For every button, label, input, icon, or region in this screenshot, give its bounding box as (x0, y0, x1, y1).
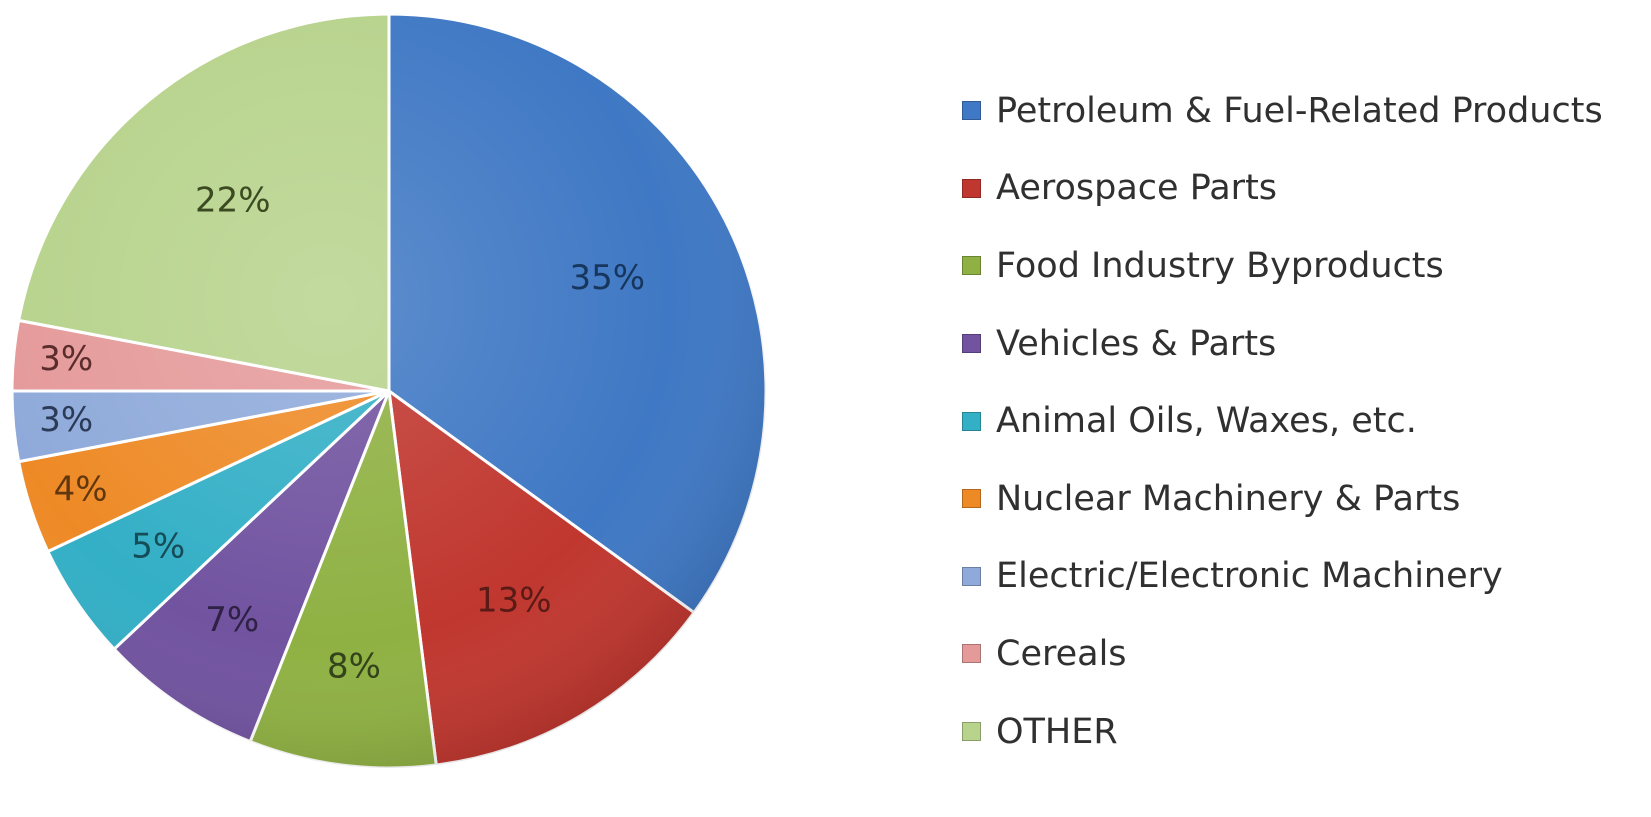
legend-swatch-cereals (962, 644, 981, 664)
legend-item-electric-electronic-machinery: Electric/Electronic Machinery (962, 538, 1603, 616)
legend-label-cereals: Cereals (996, 633, 1127, 674)
legend-label-petroleum-fuel-related-products: Petroleum & Fuel-Related Products (996, 90, 1603, 131)
legend-swatch-petroleum-fuel-related-products (962, 101, 981, 121)
pie-value-label-petroleum-fuel-related-products: 35% (570, 258, 646, 298)
pie-value-label-food-industry-byproducts: 8% (327, 646, 381, 686)
legend-swatch-food-industry-byproducts (962, 256, 981, 276)
pie-value-label-cereals: 3% (39, 339, 93, 379)
pie-slices (10, 12, 768, 770)
pie-value-label-vehicles-parts: 7% (205, 600, 259, 640)
legend-item-petroleum-fuel-related-products: Petroleum & Fuel-Related Products (962, 72, 1603, 150)
pie-value-label-aerospace-parts: 13% (476, 580, 552, 620)
legend-swatch-animal-oils-waxes-etc (962, 411, 981, 431)
legend-item-nuclear-machinery-parts: Nuclear Machinery & Parts (962, 460, 1603, 538)
legend-label-aerospace-parts: Aerospace Parts (996, 168, 1278, 209)
legend-label-animal-oils-waxes-etc: Animal Oils, Waxes, etc. (996, 401, 1417, 442)
legend-label-nuclear-machinery-parts: Nuclear Machinery & Parts (996, 478, 1461, 519)
legend-swatch-other (962, 722, 981, 742)
legend-swatch-nuclear-machinery-parts (962, 489, 981, 509)
legend-item-food-industry-byproducts: Food Industry Byproducts (962, 227, 1603, 305)
pie-value-label-animal-oils-waxes-etc: 5% (131, 526, 185, 566)
legend-item-animal-oils-waxes-etc: Animal Oils, Waxes, etc. (962, 382, 1603, 460)
legend-item-cereals: Cereals (962, 615, 1603, 693)
legend-item-other: OTHER (962, 693, 1603, 771)
legend-swatch-vehicles-parts (962, 334, 981, 354)
pie-value-label-electric-electronic-machinery: 3% (39, 400, 93, 440)
legend-swatch-aerospace-parts (962, 178, 981, 198)
legend: Petroleum & Fuel-Related Products Aerospa… (962, 72, 1603, 770)
pie-value-label-other: 22% (195, 181, 271, 221)
legend-item-vehicles-parts: Vehicles & Parts (962, 305, 1603, 383)
legend-swatch-electric-electronic-machinery (962, 566, 981, 586)
legend-label-electric-electronic-machinery: Electric/Electronic Machinery (996, 556, 1503, 597)
pie-value-label-nuclear-machinery-parts: 4% (54, 470, 108, 510)
legend-label-other: OTHER (996, 711, 1118, 752)
legend-item-aerospace-parts: Aerospace Parts (962, 150, 1603, 228)
legend-label-vehicles-parts: Vehicles & Parts (996, 323, 1277, 364)
pie-value-labels: 35% 13% 8% 7% 5% 4% 3% 3% 22% (39, 181, 645, 687)
legend-label-food-industry-byproducts: Food Industry Byproducts (996, 245, 1444, 286)
